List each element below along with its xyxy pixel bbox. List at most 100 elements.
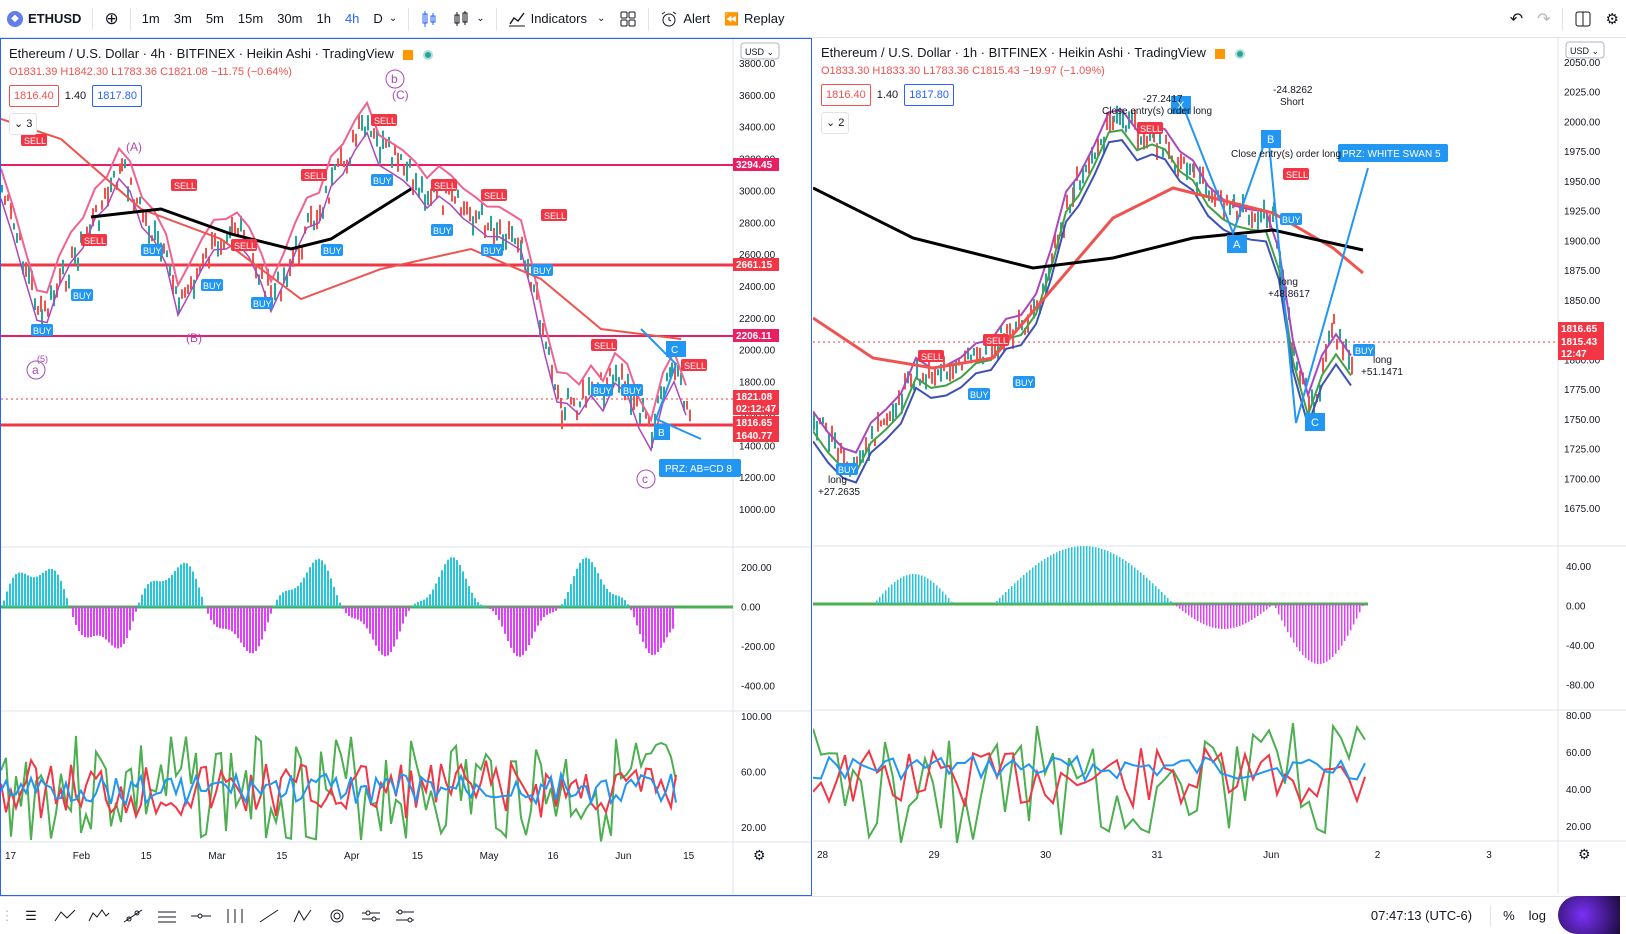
horizontal-ray-icon[interactable] xyxy=(184,901,218,931)
osc-bar xyxy=(603,584,605,607)
candle xyxy=(937,369,939,376)
interval-3m[interactable]: 3m xyxy=(167,0,199,38)
candle xyxy=(62,259,64,275)
osc-bar xyxy=(411,606,413,607)
osc-bar xyxy=(219,607,221,629)
candle xyxy=(952,364,954,380)
settings-button[interactable]: ⚙ xyxy=(1599,0,1626,38)
interval-1h[interactable]: 1h xyxy=(309,0,337,38)
osc-bar xyxy=(1119,557,1121,604)
osc-bar xyxy=(345,607,347,614)
indicators-collapse-button[interactable]: ⌄ 2 xyxy=(821,112,850,134)
candle xyxy=(1322,357,1324,373)
compare-add-button[interactable]: ⊕ xyxy=(97,0,125,38)
osc-bar xyxy=(510,607,512,648)
candle xyxy=(551,364,553,383)
osc-bar xyxy=(1332,604,1334,657)
fib-channel-icon[interactable] xyxy=(150,901,184,931)
line-tool-icon[interactable] xyxy=(252,901,286,931)
osc-bar xyxy=(912,574,914,604)
sell-price-button[interactable]: 1816.40 xyxy=(9,85,59,107)
sliders-icon[interactable] xyxy=(354,901,388,931)
candle xyxy=(1051,253,1053,265)
candle xyxy=(1116,105,1118,124)
osc-bar xyxy=(885,590,887,604)
log-scale-toggle[interactable]: log xyxy=(1528,908,1546,923)
symbol-search[interactable]: ◆ ETHUSD xyxy=(0,0,88,38)
trade-annotation: +27.2635 xyxy=(818,487,860,498)
axis-price-tag xyxy=(733,329,779,342)
replay-button[interactable]: ⏪ Replay xyxy=(717,0,791,38)
avatar[interactable] xyxy=(1558,896,1620,934)
time-tick: 15 xyxy=(683,851,695,862)
alert-button[interactable]: Alert xyxy=(653,0,717,38)
currency-label: USD ⌄ xyxy=(1570,46,1599,56)
osc-bar xyxy=(519,607,521,657)
osc-bar xyxy=(540,607,542,621)
right-chart-canvas[interactable]: USD ⌄ 2050.00 2025.00 2000.00 1975.00 1950.00… xyxy=(812,38,1626,894)
buy-price-button[interactable]: 1817.80 xyxy=(92,85,142,107)
buy-marker-label: BUY xyxy=(323,246,342,256)
flag-icon[interactable] xyxy=(1215,48,1226,59)
bar-style-button[interactable] xyxy=(413,0,445,38)
panel-toggle-button[interactable] xyxy=(1567,0,1599,38)
position-tool-icon[interactable] xyxy=(218,901,252,931)
right-chart-pane[interactable]: Ethereum / U.S. Dollar · 1h · BITFINEX ·… xyxy=(812,38,1626,896)
candle xyxy=(1000,326,1002,334)
flag-icon[interactable] xyxy=(403,49,414,60)
osc-bar xyxy=(1233,604,1235,628)
osc-bar xyxy=(456,560,458,607)
menu-lines-icon[interactable]: ☰ xyxy=(25,907,37,923)
candle xyxy=(166,250,168,258)
sell-marker xyxy=(231,239,257,251)
redo-button[interactable]: ↷ xyxy=(1530,0,1557,38)
interval-4h[interactable]: 4h xyxy=(338,0,366,38)
trendline-tool-icon[interactable] xyxy=(116,901,150,931)
settings-sliders-icon[interactable] xyxy=(388,901,422,931)
pattern-tool-icon[interactable] xyxy=(286,901,320,931)
interval-1m[interactable]: 1m xyxy=(135,0,167,38)
buy-price-button[interactable]: 1817.80 xyxy=(904,84,954,106)
osc-bar xyxy=(75,607,77,625)
sell-marker-label: SELL xyxy=(594,341,616,351)
candle xyxy=(677,364,679,377)
ema-line xyxy=(812,139,1352,484)
abc-pattern-icon[interactable] xyxy=(48,901,82,931)
osc-tick: -400.00 xyxy=(741,682,775,693)
undo-button[interactable]: ↶ xyxy=(1503,0,1530,38)
wave-circle xyxy=(26,360,46,380)
currency-button[interactable] xyxy=(1565,41,1605,59)
layouts-button[interactable] xyxy=(612,0,644,38)
candle xyxy=(40,295,42,312)
percent-scale-toggle[interactable]: % xyxy=(1503,908,1515,923)
indicators-collapse-button[interactable]: ⌄ 3 xyxy=(9,113,38,135)
osc-bar xyxy=(312,562,314,607)
candle xyxy=(1100,138,1102,146)
clock-time[interactable]: 07:47:13 (UTC-6) xyxy=(1370,908,1473,923)
buy-marker xyxy=(836,463,858,475)
interval-30m[interactable]: 30m xyxy=(270,0,309,38)
sell-price-button[interactable]: 1816.40 xyxy=(821,84,871,106)
osc-bar xyxy=(234,607,236,635)
interval-5m[interactable]: 5m xyxy=(199,0,231,38)
currency-button[interactable] xyxy=(740,42,780,60)
interval-15m[interactable]: 15m xyxy=(231,0,270,38)
buy-marker xyxy=(481,244,503,256)
price-tick: 2200.00 xyxy=(739,314,776,325)
osc-bar xyxy=(1092,546,1094,604)
indicators-button[interactable]: Indicators ⌄ xyxy=(501,0,613,38)
cycle-tool-icon[interactable] xyxy=(320,901,354,931)
drag-handle-icon[interactable]: ⋮ xyxy=(0,907,14,923)
candle xyxy=(1229,201,1231,215)
osc-bar xyxy=(636,607,638,626)
wave-label-b: b xyxy=(391,72,398,86)
bar-style-dropdown[interactable]: ⌄ xyxy=(445,0,491,38)
osc-bar xyxy=(45,570,47,607)
interval-d[interactable]: D ⌄ xyxy=(366,0,404,38)
osc-bar xyxy=(141,594,143,607)
osc-bar xyxy=(1197,604,1199,622)
elliott-wave-icon[interactable] xyxy=(82,901,116,931)
left-chart-canvas[interactable]: USD ⌄ 3800.00 3600.00 3400.00 3 200.00 3000.00… xyxy=(0,39,811,895)
osc-bar xyxy=(1152,583,1154,604)
left-chart-pane[interactable]: Ethereum / U.S. Dollar · 4h · BITFINEX ·… xyxy=(0,38,812,896)
